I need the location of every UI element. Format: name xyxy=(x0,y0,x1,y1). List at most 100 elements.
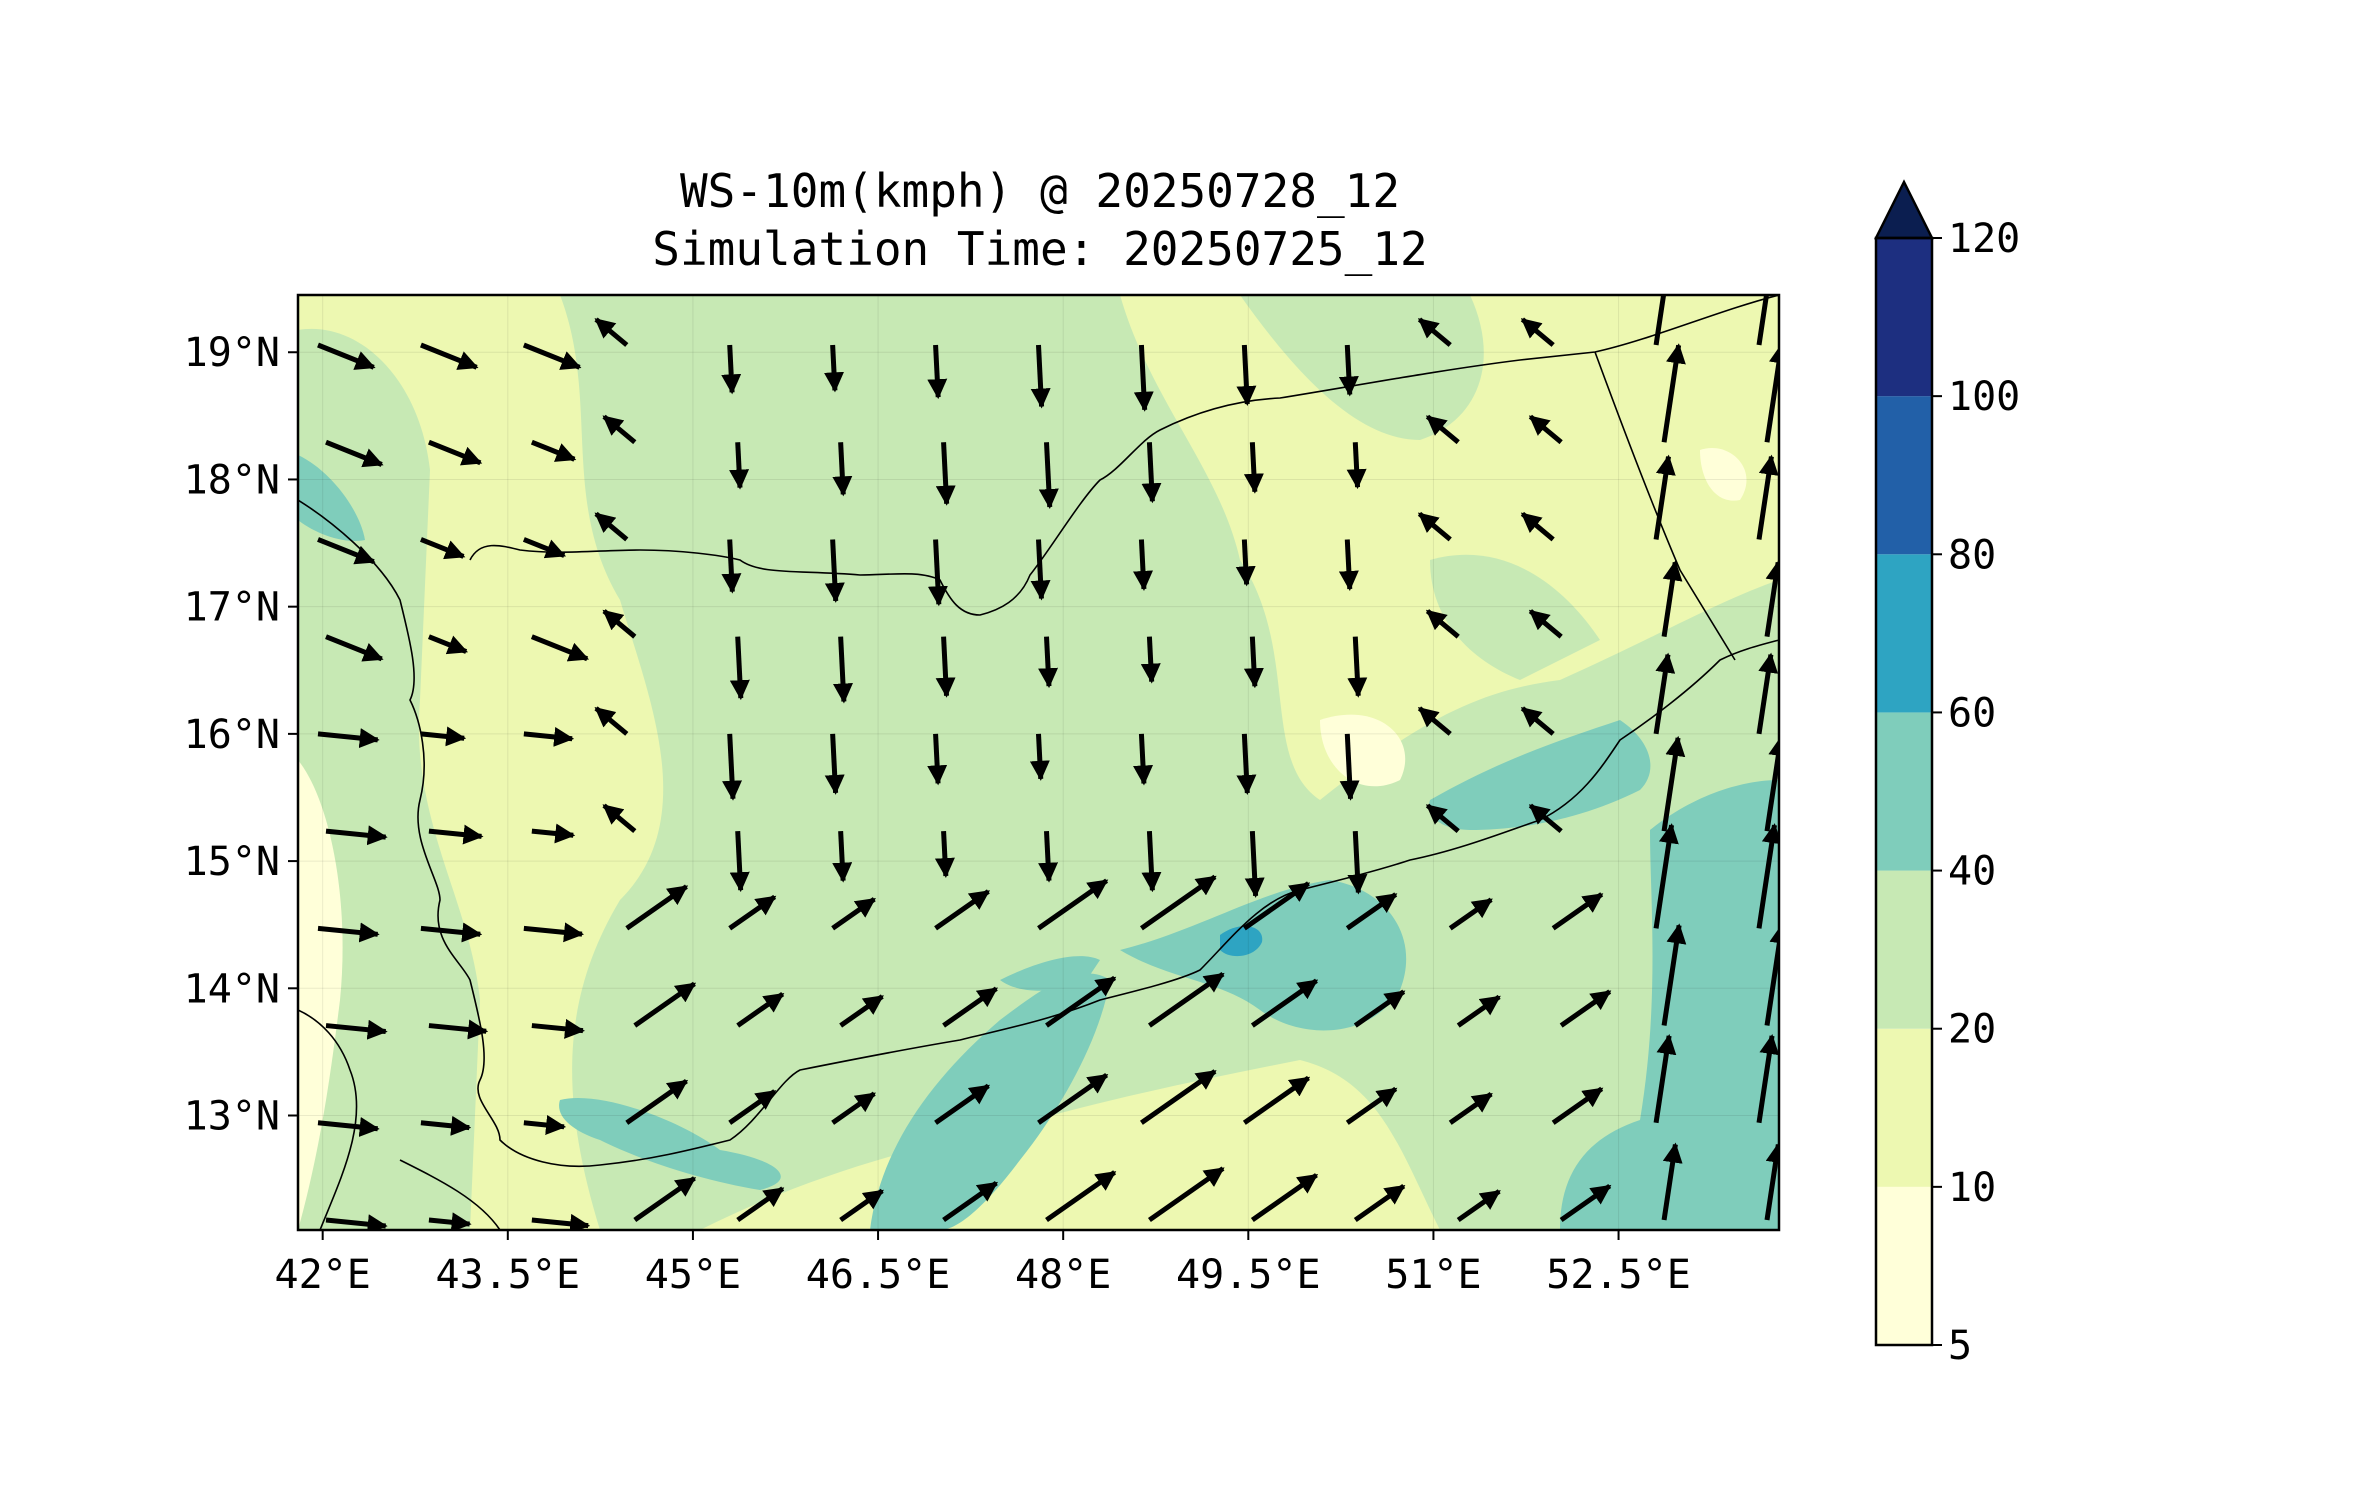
wind-arrow xyxy=(1756,652,1779,735)
colorbar-tick-label: 60 xyxy=(1948,690,1996,736)
wind-arrow xyxy=(1456,994,1501,1028)
colorbar-tick-label: 20 xyxy=(1948,1007,1996,1053)
map-subtitle: Simulation Time: 20250725_12 xyxy=(652,222,1428,276)
wind-arrow xyxy=(1425,414,1460,445)
longitude-axis: 42°E 43.5°E 45°E 46.5°E 48°E 49.5°E 51°E 52.5°E xyxy=(275,1230,1691,1298)
wind-arrow xyxy=(1139,874,1217,931)
lon-tick-label: 46.5°E xyxy=(806,1252,951,1298)
wind-arrow xyxy=(1243,636,1264,689)
wind-arrow xyxy=(839,1188,884,1223)
coastline-eritrea xyxy=(298,1009,358,1230)
wind-arrow xyxy=(1242,881,1311,931)
colorbar-frame xyxy=(1874,236,1934,1347)
lat-tick-label: 15°N xyxy=(184,839,280,885)
wind-arrow xyxy=(633,1176,697,1223)
wind-arrow xyxy=(1147,1166,1225,1223)
lat-tick-label: 19°N xyxy=(184,330,280,376)
wind-arrow xyxy=(428,439,483,466)
wind-arrow xyxy=(1520,317,1555,347)
wind-arrow xyxy=(1029,733,1050,781)
wind-arrow xyxy=(1456,1189,1501,1223)
colorbar-tick-label: 80 xyxy=(1948,532,1996,578)
wind-arrow xyxy=(325,825,388,846)
colorbar-segment xyxy=(1876,396,1932,555)
wind-arrow xyxy=(1425,609,1460,639)
wind-arrow xyxy=(1037,878,1109,931)
lon-tick-label: 49.5°E xyxy=(1176,1252,1321,1298)
speed-band-5-10 xyxy=(1700,448,1747,501)
wind-arrow xyxy=(1235,539,1256,587)
wind-arrow xyxy=(1347,830,1368,895)
border-saudi-yemen xyxy=(469,295,1779,616)
colorbar-tick-label: 100 xyxy=(1948,374,2020,420)
lat-tick-label: 17°N xyxy=(184,585,280,631)
map-frame xyxy=(296,293,1781,1232)
lon-tick-label: 51°E xyxy=(1385,1252,1481,1298)
colorbar-extend-max xyxy=(1873,179,1935,240)
wind-arrow xyxy=(325,439,384,468)
wind-arrow xyxy=(1417,706,1452,736)
wind-arrow xyxy=(602,609,637,639)
wind-arrow xyxy=(1133,539,1153,591)
wind-arrow xyxy=(927,539,948,607)
speed-band-5-10 xyxy=(1320,714,1406,787)
wind-arrow xyxy=(317,728,380,749)
colorbar-segment xyxy=(1876,1028,1932,1187)
lon-tick-label: 48°E xyxy=(1015,1252,1111,1298)
colorbar-tick-label: 10 xyxy=(1948,1165,1996,1211)
speed-band-40-60 xyxy=(870,973,1110,1230)
wind-arrow xyxy=(1661,1142,1683,1221)
wind-arrow xyxy=(1528,414,1563,445)
wind-arrow xyxy=(1661,735,1686,832)
wind-arrow xyxy=(420,1115,472,1136)
wind-arrow xyxy=(1559,989,1612,1028)
wind-arrow xyxy=(325,1214,388,1230)
wind-arrow xyxy=(935,442,956,506)
speed-band-20-40 xyxy=(298,328,480,1230)
wind-arrow xyxy=(1030,539,1051,601)
coastline-djibouti xyxy=(399,1159,501,1230)
wind-arrow xyxy=(594,317,629,347)
wind-arrow xyxy=(325,1019,388,1040)
colorbar-tick-label: 5 xyxy=(1948,1323,1972,1369)
wind-arrow xyxy=(317,922,380,943)
wind-arrow xyxy=(824,344,844,393)
wind-arrow xyxy=(1339,733,1360,801)
colorbar-segment xyxy=(1876,238,1932,397)
wind-arrow xyxy=(1147,972,1225,1028)
wind-arrow xyxy=(721,539,742,594)
wind-arrow xyxy=(602,414,637,445)
wind-arrow xyxy=(633,981,697,1028)
colorbar-segment xyxy=(1876,1186,1932,1345)
wind-arrow xyxy=(317,537,376,565)
wind-arrow xyxy=(729,636,750,701)
wind-arrow xyxy=(1242,1075,1311,1125)
lon-tick-label: 43.5°E xyxy=(436,1252,581,1298)
wind-arrow xyxy=(522,537,567,559)
wind-arrow xyxy=(1661,560,1683,638)
wind-arrow xyxy=(1448,1092,1493,1125)
wind-arrow xyxy=(625,884,689,931)
wind-arrow xyxy=(1345,1086,1398,1125)
wind-arrow xyxy=(1045,975,1117,1028)
wind-arrow xyxy=(736,1186,785,1223)
wind-speed-field xyxy=(298,295,1779,1230)
colorbar-segment xyxy=(1876,712,1932,871)
speed-band-60-80 xyxy=(1220,926,1263,957)
wind-arrow xyxy=(729,830,750,893)
wind-arrow xyxy=(1338,539,1359,592)
wind-arrow xyxy=(1347,636,1368,698)
wind-arrow xyxy=(1661,343,1686,443)
border-yemen-oman xyxy=(1594,351,1736,661)
wind-arrow xyxy=(531,823,576,844)
wind-arrow xyxy=(1139,1069,1217,1125)
colorbar-tick-label: 40 xyxy=(1948,849,1996,895)
wind-arrow xyxy=(1425,803,1460,834)
wind-arrow xyxy=(721,344,742,395)
lat-tick-label: 13°N xyxy=(184,1094,280,1140)
wind-arrow xyxy=(625,1078,689,1125)
wind-arrow xyxy=(1244,830,1265,898)
wind-arrow xyxy=(1551,892,1604,931)
wind-arrow xyxy=(1133,344,1154,412)
wind-arrow xyxy=(824,733,845,795)
